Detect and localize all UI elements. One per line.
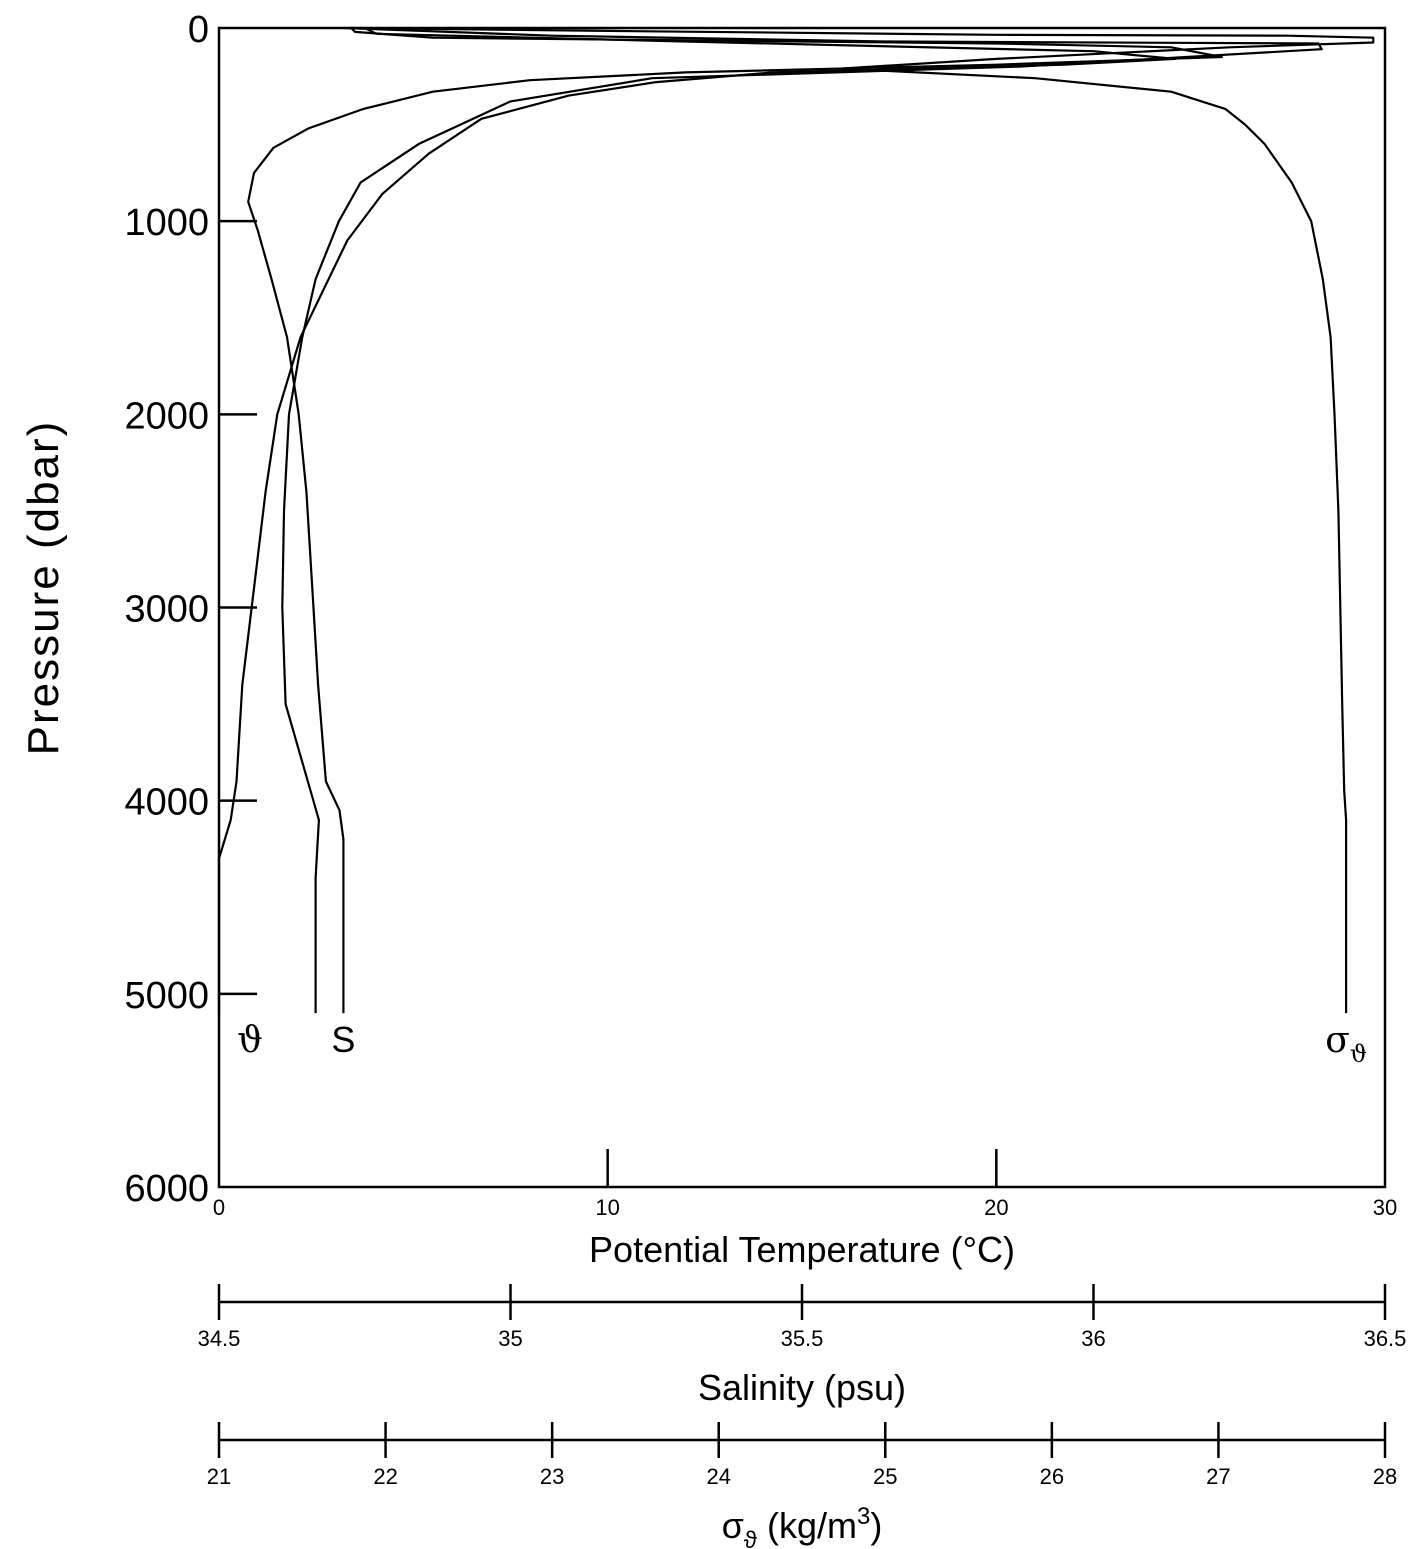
sigma-tick-label: 23 xyxy=(540,1464,564,1489)
salinity-tick-label: 36.5 xyxy=(1364,1326,1407,1351)
theta-tick-label: 30 xyxy=(1373,1195,1397,1220)
salinity-tick-label: 35 xyxy=(498,1326,522,1351)
y-tick-label: 0 xyxy=(188,9,209,51)
curves-group xyxy=(217,26,1375,1014)
curve-0 xyxy=(247,27,1223,1014)
curve-1 xyxy=(217,27,1177,1014)
sigma-tick-label: 21 xyxy=(207,1464,231,1489)
sigma-axis-title: σϑ (kg/m3) xyxy=(722,1503,883,1549)
axes-group: 0 1000 2000 3000 4000 5000 6000 Pressure (dbar)… xyxy=(19,9,1406,1549)
y-tick-label: 3000 xyxy=(124,589,209,631)
salinity-axis-title: Salinity (psu) xyxy=(698,1367,906,1408)
sigma-tick-label: 22 xyxy=(373,1464,397,1489)
sigma-tick-label: 27 xyxy=(1206,1464,1230,1489)
y-axis-title: Pressure (dbar) xyxy=(19,420,68,756)
theta-tick-label: 20 xyxy=(984,1195,1008,1220)
y-tick-label: 4000 xyxy=(124,782,209,824)
y-tick-label: 6000 xyxy=(124,1168,209,1210)
plot-frame xyxy=(217,26,1387,1189)
theta-tick-label: 0 xyxy=(213,1195,225,1220)
y-tick-label: 5000 xyxy=(124,975,209,1017)
salinity-tick-label: 35.5 xyxy=(781,1326,824,1351)
sigma-tick-label: 24 xyxy=(706,1464,730,1489)
salinity-tick-label: 36 xyxy=(1081,1326,1105,1351)
sigma-tick-label: 26 xyxy=(1040,1464,1064,1489)
theta-tick-label: 10 xyxy=(595,1195,619,1220)
curve-label-sigma: σϑ xyxy=(1325,1020,1367,1068)
sigma-tick-label: 28 xyxy=(1373,1464,1397,1489)
curve-3 xyxy=(351,26,1375,1014)
y-tick-label: 1000 xyxy=(124,202,209,244)
sigma-tick-label: 25 xyxy=(873,1464,897,1489)
theta-axis-title: Potential Temperature (°C) xyxy=(589,1229,1015,1270)
salinity-tick-label: 34.5 xyxy=(198,1326,241,1351)
curve-label-0: ϑ xyxy=(237,1020,263,1061)
curve-2 xyxy=(281,26,1323,1014)
y-tick-label: 2000 xyxy=(124,395,209,437)
curve-label-1: S xyxy=(331,1019,355,1060)
